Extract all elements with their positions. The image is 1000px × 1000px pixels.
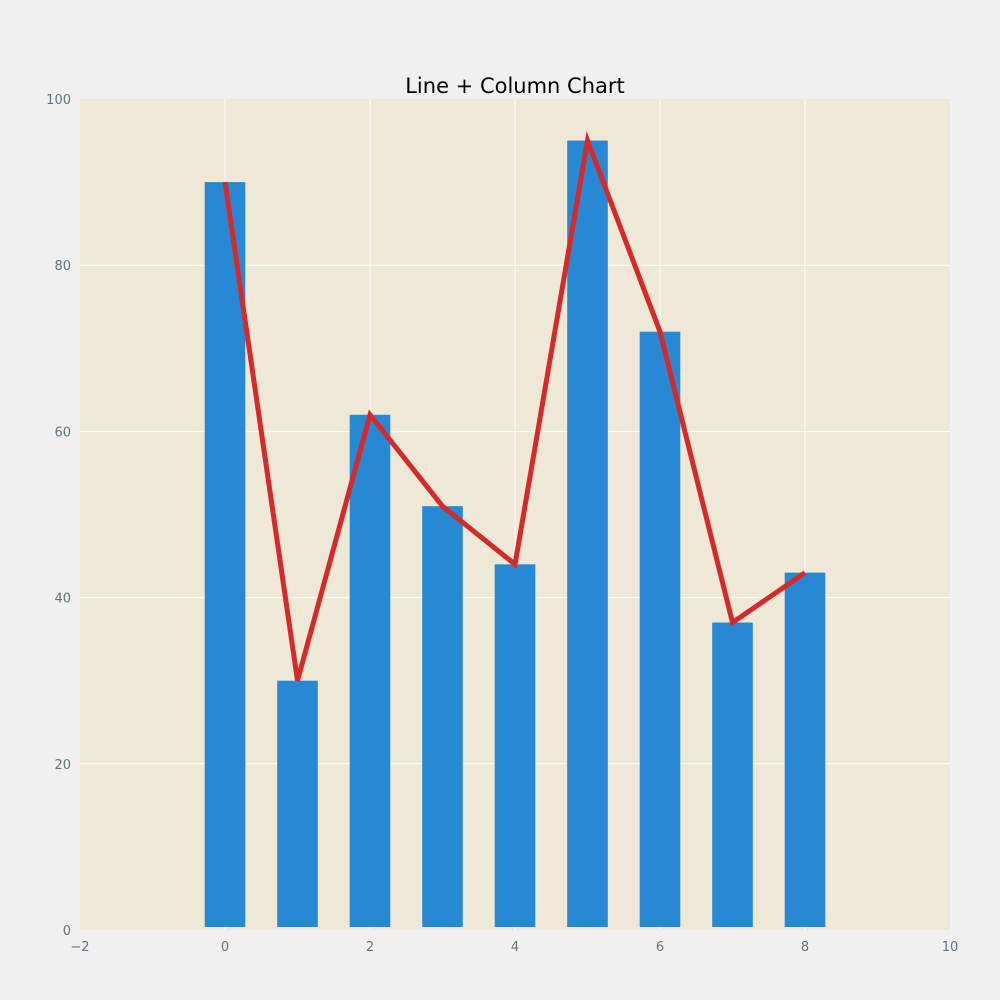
bar: [349, 414, 391, 927]
x-tick-label: 4: [511, 940, 519, 955]
y-tick-label: 60: [54, 425, 71, 440]
x-tick-label: −2: [70, 940, 89, 955]
bar: [422, 506, 463, 927]
chart-title: Line + Column Chart: [405, 74, 625, 98]
bar: [639, 331, 681, 927]
x-tick-label: 2: [366, 940, 374, 955]
bar: [567, 140, 608, 928]
bar: [712, 622, 753, 927]
bar: [277, 680, 318, 927]
bar-series: [204, 140, 826, 928]
bar: [784, 572, 826, 927]
y-tick-label: 0: [63, 924, 71, 939]
y-tick-label: 40: [54, 592, 71, 607]
line-series-path: [222, 131, 807, 682]
y-tick-label: 80: [54, 259, 71, 274]
y-tick-label: 20: [54, 758, 71, 773]
x-tick-label: 8: [801, 940, 809, 955]
bar: [204, 182, 246, 928]
bar: [494, 564, 536, 927]
x-tick-label: 10: [942, 940, 959, 955]
line-series: [222, 131, 807, 682]
x-tick-label: 6: [656, 940, 664, 955]
x-tick-label: 0: [221, 940, 229, 955]
y-tick-label: 100: [46, 93, 71, 108]
